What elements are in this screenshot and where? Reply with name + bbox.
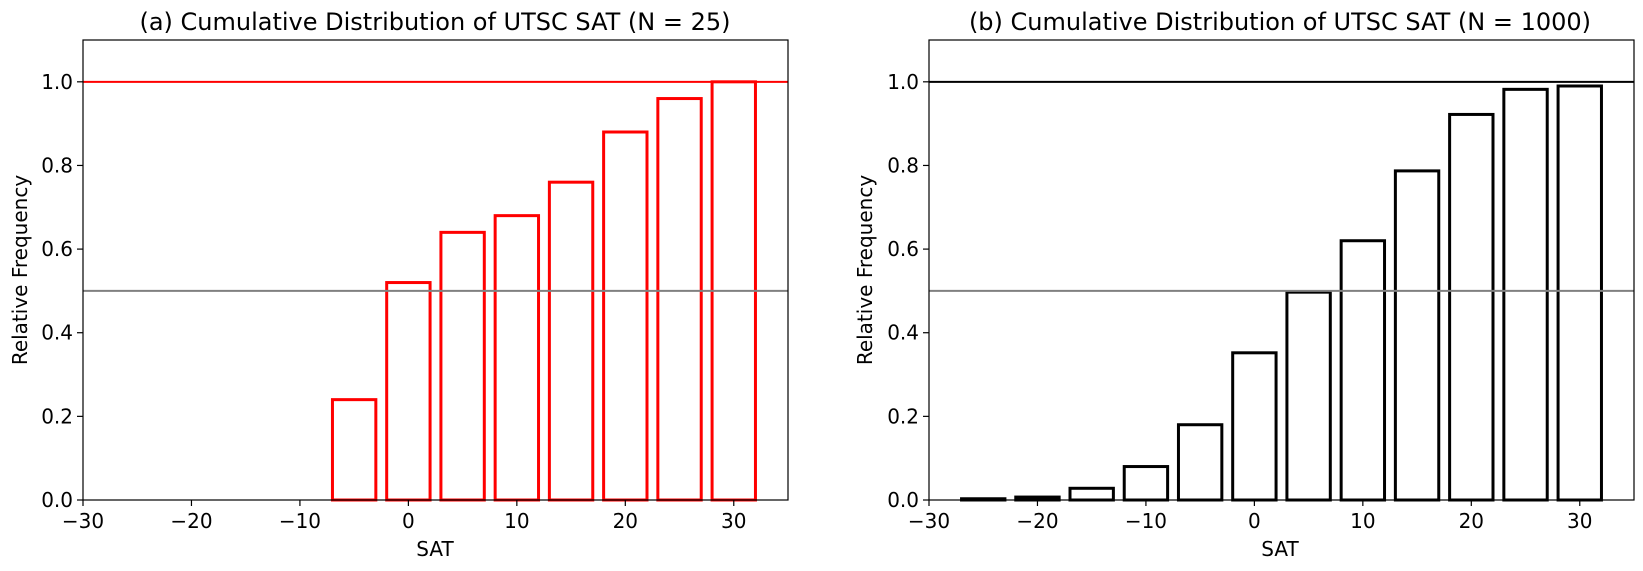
chart-a-bar xyxy=(547,180,595,502)
chart-a-y-tick-label: 0.2 xyxy=(41,404,73,428)
chart-a-x-axis-label: SAT xyxy=(416,537,454,561)
chart-b-plot-frame xyxy=(928,39,1635,501)
chart-a-bar xyxy=(330,398,378,502)
chart-a-bar xyxy=(656,97,703,502)
chart-a-bar xyxy=(493,214,541,502)
chart-b-y-tick-label: 0.8 xyxy=(887,153,919,177)
chart-b-y-tick-label: 0.4 xyxy=(887,321,919,345)
chart-a-marks: −30 −20 −10 0 10 20 30 0.0 0.2 0.4 0.6 0.8 1.0 xyxy=(41,39,789,533)
chart-b-x-tick-label: 0 xyxy=(1248,509,1261,533)
chart-a-x-tick-label: 0 xyxy=(402,509,415,533)
chart-b-x-tick-label: −20 xyxy=(1016,509,1058,533)
chart-b-bar xyxy=(1339,239,1387,502)
chart-a-x-tick-label: −10 xyxy=(279,509,321,533)
chart-a-title: (a) Cumulative Distribution of UTSC SAT … xyxy=(139,8,730,36)
chart-a-y-tick-label: 0.0 xyxy=(41,488,73,512)
chart-a-bar xyxy=(439,230,486,502)
chart-a-x-tick-label: 30 xyxy=(721,509,746,533)
chart-b-x-tick-label: 10 xyxy=(1350,509,1375,533)
chart-b-bar xyxy=(1068,486,1115,502)
chart-b-marks: −30 −20 −10 0 10 20 30 0.0 0.2 0.4 0.6 0.8 1.0 xyxy=(887,39,1635,533)
chart-b-bar xyxy=(1502,87,1549,502)
chart-a-x-tick-label: 10 xyxy=(504,509,529,533)
chart-a-x-tick-label: −20 xyxy=(170,509,212,533)
chart-a-y-axis-label: Relative Frequency xyxy=(8,175,32,365)
chart-a-x-tick-label: 20 xyxy=(613,509,638,533)
chart-b-y-tick-label: 0.2 xyxy=(887,404,919,428)
chart-b-y-tick-label: 0.0 xyxy=(887,488,919,512)
chart-b-x-tick-label: −10 xyxy=(1125,509,1167,533)
chart-a-y-tick-label: 0.6 xyxy=(41,237,73,261)
chart-b-bar xyxy=(1231,351,1278,502)
chart-b-bar xyxy=(1285,290,1332,502)
chart-b-y-tick-label: 1.0 xyxy=(887,70,919,94)
chart-b-y-tick-label: 0.6 xyxy=(887,237,919,261)
chart-a-y-tick-label: 0.8 xyxy=(41,153,73,177)
chart-b-bar xyxy=(1393,169,1441,502)
chart-b-y-axis-label: Relative Frequency xyxy=(853,175,877,365)
chart-a-y-tick-label: 0.4 xyxy=(41,321,73,345)
chart-a-plot-frame xyxy=(82,39,789,501)
chart-a-bar xyxy=(602,130,649,502)
chart-a-x-tick-label: −30 xyxy=(62,509,104,533)
chart-b-x-tick-label: 20 xyxy=(1459,509,1484,533)
chart-b-bar xyxy=(1176,423,1224,502)
chart-b-bar xyxy=(1122,465,1170,502)
chart-b: (b) Cumulative Distribution of UTSC SAT … xyxy=(853,8,1635,561)
chart-b-bar xyxy=(1448,112,1495,502)
chart-b-x-axis-label: SAT xyxy=(1261,537,1299,561)
chart-a-y-tick-label: 1.0 xyxy=(41,70,73,94)
chart-b-title: (b) Cumulative Distribution of UTSC SAT … xyxy=(969,8,1591,36)
chart-a-bar xyxy=(385,281,432,502)
chart-b-x-tick-label: −30 xyxy=(908,509,950,533)
chart-a: (a) Cumulative Distribution of UTSC SAT … xyxy=(8,8,789,561)
chart-b-bar xyxy=(1556,84,1603,502)
chart-b-x-tick-label: 30 xyxy=(1567,509,1592,533)
